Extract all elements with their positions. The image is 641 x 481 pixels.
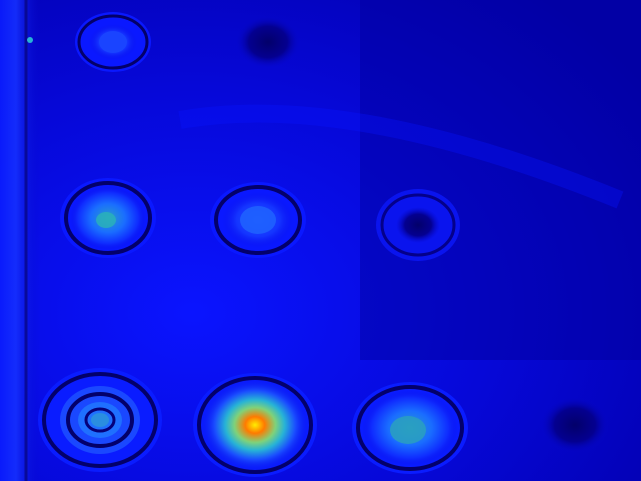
spot-row3-col2 [193,373,317,477]
spot-row3-col4 [541,397,609,453]
spot-row2-col2 [210,182,306,258]
dark-region [360,0,641,360]
spot-row2-col1 [60,178,156,258]
left-edge-band [0,0,40,481]
speck [27,37,33,43]
spot-row3-col1 [38,368,162,472]
spot-row1-col2 [236,16,300,68]
spot-row2-col3 [376,189,460,261]
spot-row1-col1 [75,12,151,72]
streak [178,104,624,209]
spot-row3-col3 [352,382,468,474]
